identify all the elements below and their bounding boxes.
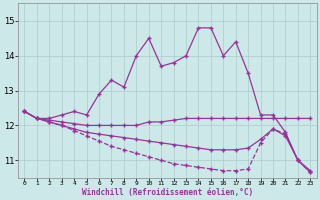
X-axis label: Windchill (Refroidissement éolien,°C): Windchill (Refroidissement éolien,°C) [82,188,253,197]
